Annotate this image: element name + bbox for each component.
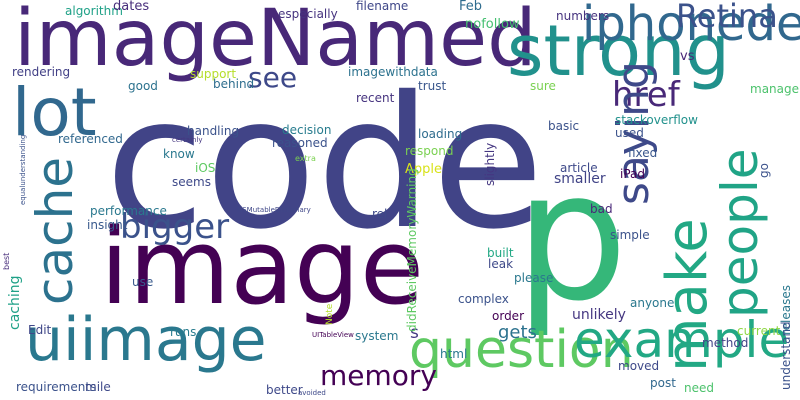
word-requirements: runs xyxy=(170,325,197,339)
word-loading: handling xyxy=(187,124,240,138)
word-vs: numbers xyxy=(556,9,610,23)
word-support: imagewithdata xyxy=(348,65,438,79)
word-caching-algorithm: caching xyxy=(7,275,23,331)
word-go: understand xyxy=(779,321,793,390)
word-management: sure xyxy=(530,79,556,93)
word-image: image xyxy=(100,206,424,328)
word-performance: article xyxy=(560,161,598,175)
word-sure: trust xyxy=(418,79,447,93)
word-article: iOS xyxy=(195,161,216,175)
word-iphonedevelopertips: bigger xyxy=(120,207,230,247)
word-retina: question xyxy=(409,320,634,380)
word-behind: support xyxy=(190,67,237,81)
word-slightly: moved xyxy=(618,359,660,373)
word-ipad: Apple xyxy=(405,162,443,177)
word-make: memory xyxy=(320,359,437,392)
word-fixed: decision xyxy=(282,123,332,137)
word-nofollow: vs xyxy=(680,49,695,64)
word-stackoverflow: slightly xyxy=(483,142,497,186)
word-filename: especially xyxy=(278,7,338,21)
word-extra: respond xyxy=(405,144,454,158)
word-need: html xyxy=(440,347,468,361)
word-mile: system xyxy=(355,329,399,343)
word-equalunderstanding: mile xyxy=(85,380,111,394)
word-feb: filename xyxy=(356,0,409,13)
word-system: didReceiveMemoryWarning xyxy=(405,168,419,332)
word-handling: used xyxy=(615,126,644,140)
word-href: example xyxy=(574,311,790,369)
word-complex: simple xyxy=(610,228,650,242)
word-method: anyone xyxy=(630,296,675,310)
word-uiimage: uiimage xyxy=(25,305,267,375)
word-lot: lot xyxy=(12,74,97,151)
word-didreceivememorywarning: avoided xyxy=(298,389,326,397)
word-numbers: Feb xyxy=(459,0,483,14)
word-releases: requirements xyxy=(16,380,97,394)
word-dates: algorithm xyxy=(65,4,123,18)
word-smaller: seems xyxy=(172,175,211,189)
word-caching: complex xyxy=(458,292,509,306)
word-strong: strong xyxy=(507,10,730,92)
word-bad: iPad xyxy=(620,167,646,181)
word-good: behind xyxy=(213,77,255,91)
word-best: better xyxy=(266,383,303,397)
word-better: current xyxy=(737,324,781,338)
word-unlikely: best xyxy=(2,252,11,270)
word-moved: Edit xyxy=(28,323,52,337)
word-saying: gets xyxy=(498,322,537,343)
word-anyone: leak xyxy=(488,257,514,271)
word-p: p xyxy=(515,133,628,340)
word-bigger: cache xyxy=(26,156,84,305)
word-used: basic xyxy=(548,119,580,133)
word-see: iphonedevelopertips xyxy=(582,0,800,52)
word-rendering: nofollow xyxy=(465,17,520,32)
word-trust: recent xyxy=(356,91,395,105)
word-html: Note xyxy=(325,303,335,325)
word-rel: smaller xyxy=(554,171,606,187)
word-especially: dates xyxy=(113,0,150,14)
word-people: s xyxy=(410,323,419,343)
word-use: insight xyxy=(87,218,128,232)
word-uitableview: unlikely xyxy=(572,307,626,323)
word-code: code xyxy=(105,57,544,269)
word-imagenamed: imageNamed xyxy=(14,0,537,84)
word-ios: know xyxy=(163,147,195,161)
word-edit: please xyxy=(514,271,554,285)
word-gets: href xyxy=(612,75,680,115)
word-runs: use xyxy=(132,275,154,289)
word-memory: Retina xyxy=(676,0,778,35)
word-certainly: fixed xyxy=(628,146,658,160)
word-please: NSMutableDictionary xyxy=(237,206,311,214)
word-post: UITableView xyxy=(312,331,354,339)
word-reasoned: referenced xyxy=(58,132,123,146)
word-respond: reasoned xyxy=(272,136,328,150)
word-referenced: stackoverflow xyxy=(615,113,698,127)
word-decision: go xyxy=(757,163,771,178)
word-built: rel xyxy=(372,207,388,221)
word-leak: bad xyxy=(590,202,613,216)
word-recent: good xyxy=(128,79,158,93)
word-seems: certainly xyxy=(172,136,203,144)
word-cache: see xyxy=(248,61,298,94)
word-current: order xyxy=(492,309,524,323)
word-order: built xyxy=(487,246,514,260)
word-simple: performance xyxy=(90,204,167,218)
word-apple: extra xyxy=(295,154,316,163)
word-insight: equalunderstanding xyxy=(19,134,27,205)
word-understand: need xyxy=(684,381,714,395)
word-basic: management xyxy=(750,82,800,96)
word-note: post xyxy=(650,376,676,390)
word-know: loading xyxy=(418,127,463,141)
word-imagewithdata: rendering xyxy=(12,65,71,79)
word-avoided: method xyxy=(702,336,749,350)
